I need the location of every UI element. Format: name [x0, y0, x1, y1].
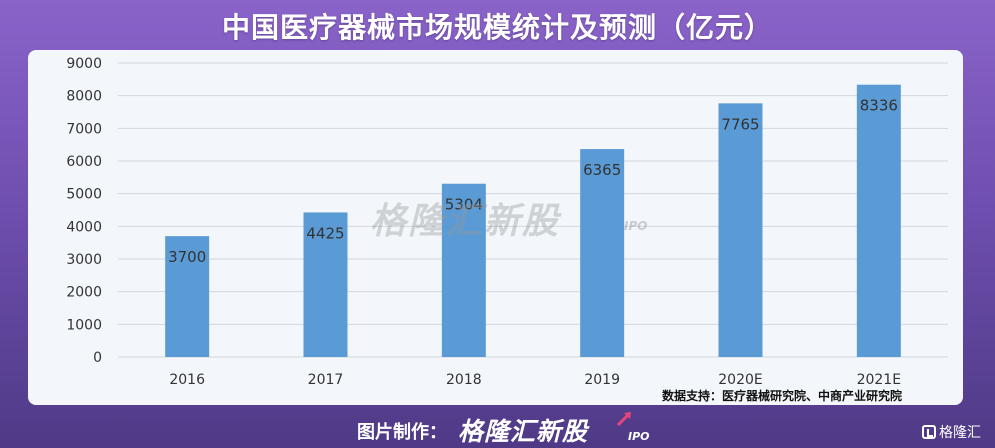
data-label: 5304: [445, 196, 483, 214]
footer-brand: 格隆汇新股: [458, 417, 589, 446]
x-axis-ticks: 2016 2017 2018 2019 2020E 2021E: [169, 372, 901, 388]
y-tick-label: 3000: [66, 252, 102, 268]
bar: [303, 212, 348, 357]
grid-lines: [118, 62, 948, 358]
y-tick-label: 6000: [66, 154, 102, 170]
data-label: 7765: [721, 115, 759, 133]
data-label: 6365: [583, 161, 621, 179]
y-tick-label: 9000: [66, 56, 102, 72]
bars: [165, 84, 901, 357]
bar-chart: 0 1000 2000 3000 4000 5000 6000 7000 8000 9000 37…: [66, 56, 948, 388]
x-tick-label: 2021E: [857, 372, 901, 388]
y-tick-label: 1000: [66, 317, 102, 333]
corner-logo: 格隆汇: [922, 422, 981, 442]
y-tick-label: 8000: [66, 89, 102, 105]
data-labels: 3700 4425 5304 6365 7765 8336: [168, 97, 898, 266]
bar: [165, 236, 210, 357]
data-label: 3700: [168, 248, 206, 266]
data-label: 4425: [306, 224, 344, 242]
arrow-icon: [616, 412, 631, 427]
y-tick-label: 0: [93, 350, 102, 366]
y-tick-label: 7000: [66, 121, 102, 137]
bar: [441, 183, 486, 357]
y-tick-label: 2000: [66, 285, 102, 301]
x-tick-label: 2016: [169, 372, 205, 388]
page-title: 中国医疗器械市场规模统计及预测（亿元）: [221, 11, 773, 44]
chart-panel: 0 1000 2000 3000 4000 5000 6000 7000 8000 9000 37…: [28, 50, 963, 405]
y-axis-ticks: 0 1000 2000 3000 4000 5000 6000 7000 8000 9000: [66, 56, 102, 366]
x-tick-label: 2017: [308, 372, 344, 388]
x-tick-label: 2018: [446, 372, 482, 388]
data-label: 8336: [860, 97, 898, 115]
source-note: 数据支持：医疗器械研究院、中商产业研究院: [662, 389, 903, 403]
y-tick-label: 4000: [66, 219, 102, 235]
x-tick-label: 2019: [584, 372, 620, 388]
bar: [718, 103, 763, 357]
bar: [580, 149, 625, 357]
y-tick-label: 5000: [66, 187, 102, 203]
watermark-ipo: IPO: [624, 219, 648, 233]
bar: [856, 84, 901, 357]
x-tick-label: 2020E: [718, 372, 762, 388]
watermark: 格隆汇新股: [370, 201, 561, 242]
corner-logo-text: 格隆汇: [939, 425, 981, 441]
footer-ipo: IPO: [628, 430, 650, 443]
logo-icon: [922, 425, 936, 439]
footer-label: 图片制作：: [357, 422, 447, 443]
